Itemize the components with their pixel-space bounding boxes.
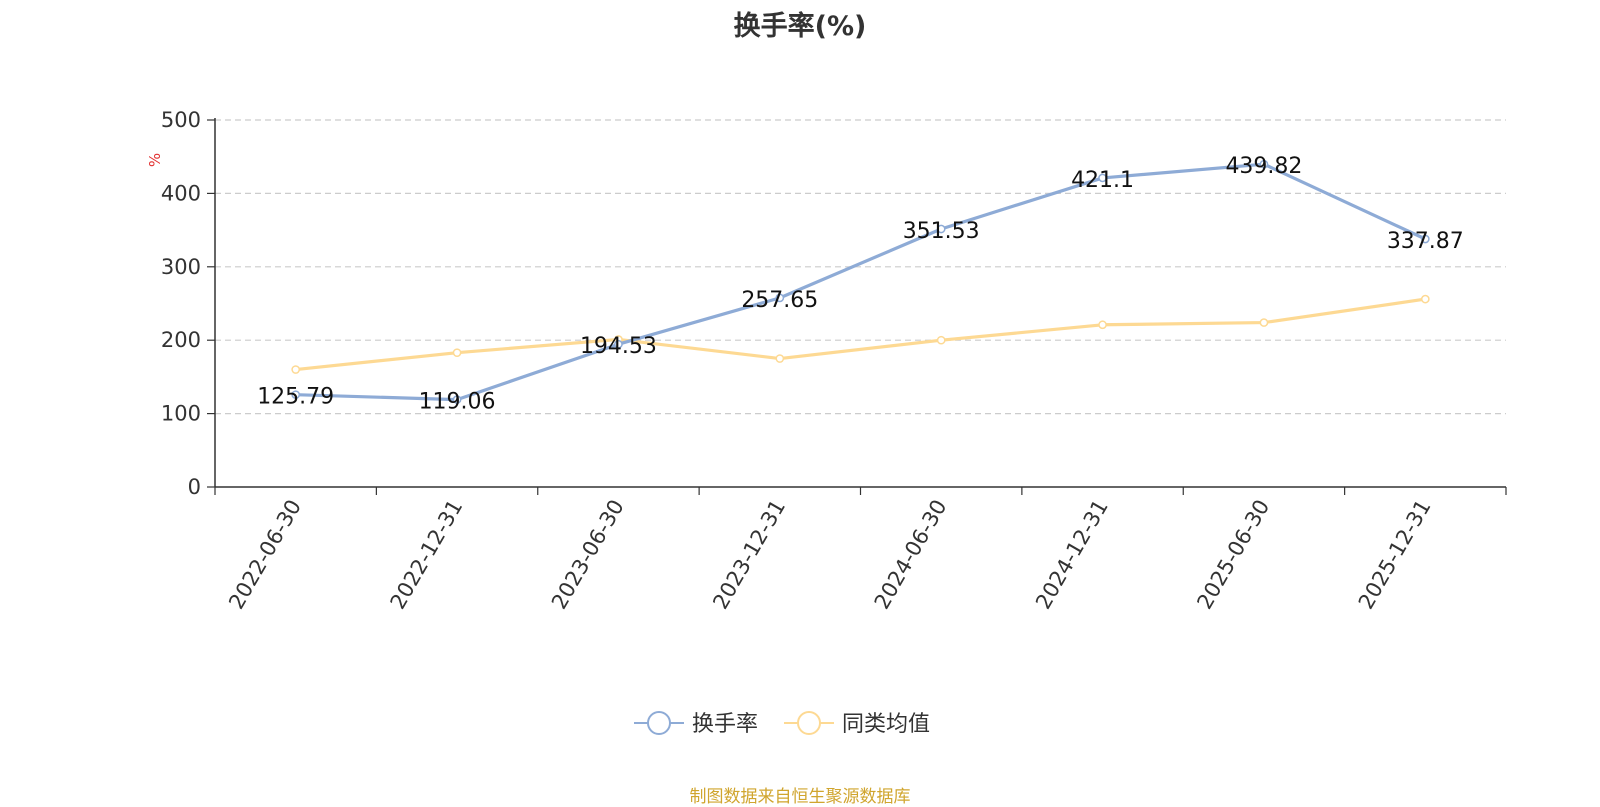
data-point — [1098, 173, 1107, 183]
data-point — [614, 339, 623, 349]
legend-label: 同类均值 — [842, 712, 930, 737]
legend: 换手率 同类均值 — [634, 711, 930, 737]
data-label: 257.65 — [741, 288, 818, 313]
series-line-0 — [295, 162, 1426, 402]
x-tick-label: 2024-12-31 — [1031, 496, 1113, 614]
data-point — [775, 354, 785, 363]
source-note: 制图数据来自恒生聚源数据库 — [689, 787, 911, 807]
axes: 0 100 200 300 400 500% 2022-06-30 2022-12-31 202… — [146, 108, 1507, 614]
x-tick-label: 2023-12-31 — [708, 496, 790, 614]
data-point — [1420, 294, 1430, 304]
y-tick-label: 300 — [161, 255, 201, 279]
data-point — [1259, 159, 1269, 169]
data-label: 125.79 — [257, 385, 334, 410]
y-tick-label: 200 — [161, 328, 201, 352]
series-line-1 — [295, 297, 1426, 372]
data-point — [1259, 318, 1269, 327]
legend-label: 换手率 — [692, 712, 758, 737]
y-tick-label: 100 — [161, 402, 201, 426]
data-point — [452, 348, 462, 358]
data-point — [1098, 320, 1107, 330]
y-tick-label: 400 — [161, 181, 201, 205]
data-point — [291, 365, 301, 374]
x-tick-label: 2024-06-30 — [870, 496, 952, 614]
data-label: 337.87 — [1387, 229, 1464, 254]
data-point — [1420, 234, 1430, 244]
data-point — [452, 395, 462, 404]
data-point — [936, 224, 946, 234]
data-point — [291, 390, 301, 400]
legend-marker — [797, 711, 821, 735]
legend-marker — [647, 711, 671, 735]
data-label: 194.53 — [580, 334, 657, 359]
data-label: 421.1 — [1071, 168, 1134, 193]
data-point — [775, 293, 785, 303]
series — [291, 159, 1430, 404]
chart-title: 换手率(%) — [733, 11, 867, 42]
x-tick-label: 2022-06-30 — [224, 496, 306, 614]
x-tick-label: 2022-12-31 — [386, 496, 468, 614]
data-label: 439.82 — [1225, 154, 1302, 179]
x-tick-label: 2025-12-31 — [1354, 496, 1436, 614]
x-tick-label: 2025-06-30 — [1192, 496, 1274, 614]
data-labels: 125.79 119.06 194.53 257.65 351.53 421.1 439.8… — [257, 154, 1464, 414]
y-tick-label: 500 — [161, 108, 201, 132]
data-label: 351.53 — [903, 219, 980, 244]
data-point — [936, 335, 946, 345]
y-tick-label: 0 — [188, 475, 201, 499]
y-axis-unit: % — [146, 153, 164, 167]
grid-lines — [215, 119, 1506, 415]
data-label: 119.06 — [419, 390, 496, 415]
x-tick-label: 2023-06-30 — [547, 496, 629, 614]
